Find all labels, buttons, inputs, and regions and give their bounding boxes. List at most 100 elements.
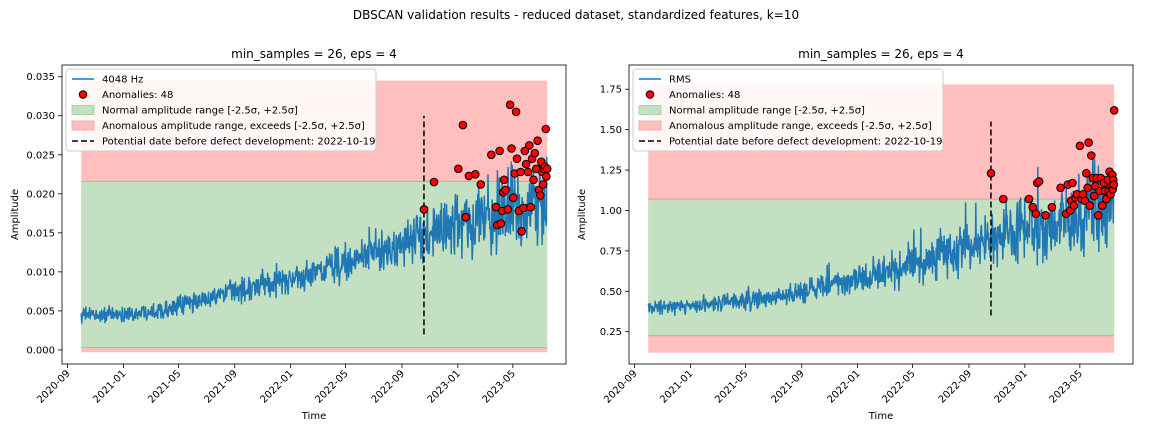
legend-entry-label: Potential date before defect development… (102, 137, 375, 148)
y-tick-label: 1.75 (600, 85, 622, 96)
anomaly-point (1024, 194, 1034, 204)
figure-suptitle: DBSCAN validation results - reduced data… (353, 8, 799, 22)
anomaly-point (530, 148, 540, 158)
anomaly-point (1047, 202, 1057, 212)
legend-marker-handle (78, 90, 88, 99)
anomaly-point (1041, 211, 1050, 220)
y-tick-label: 0.025 (26, 150, 55, 161)
anomaly-point (542, 164, 552, 174)
anomaly-point (458, 120, 468, 130)
legend-entry-label: Normal amplitude range [-2.5σ, +2.5σ] (669, 106, 865, 117)
legend-entry-label: 4048 Hz (102, 75, 143, 86)
anomaly-point (461, 212, 471, 222)
anomaly-point (1085, 201, 1095, 210)
anomaly-point (471, 170, 480, 179)
anomaly-point (533, 136, 542, 145)
y-tick-label: 0.035 (26, 72, 55, 83)
chart-title: min_samples = 26, eps = 4 (231, 47, 397, 61)
anomaly-point (542, 172, 551, 181)
anomaly-point (1082, 169, 1091, 178)
anomaly-point (429, 177, 439, 187)
left-chart-panel: min_samples = 26, eps = 4 0.000 0.005 0.010… (10, 47, 567, 422)
y-tick-label: 0.000 (26, 345, 55, 356)
legend-anomalous-patch (71, 120, 95, 131)
legend-box (632, 68, 944, 152)
anomaly-point (526, 202, 536, 212)
legend-entry-label: Anomalies: 48 (102, 90, 173, 101)
axes-frame (628, 64, 1134, 365)
y-tick-label: 0.25 (600, 327, 622, 338)
x-axis-label: Time (301, 411, 326, 422)
anomaly-point (496, 219, 506, 228)
anomaly-point (499, 175, 509, 185)
anomaly-point (1083, 183, 1092, 193)
legend: 4048 Hz Anomalies: 48 Normal amplitude ran… (65, 68, 377, 152)
signal-line (647, 158, 1115, 317)
y-tick-label: 0.75 (600, 246, 622, 257)
anomaly-point (536, 191, 545, 200)
anomaly-point (1031, 209, 1041, 218)
normal-range-band (648, 199, 1115, 336)
legend-entry-label: Anomalous amplitude range, exceeds [-2.5… (102, 121, 365, 132)
anomaly-point (495, 146, 504, 156)
anomaly-point (501, 185, 510, 195)
anomaly-point (491, 202, 501, 212)
anomaly-point (487, 150, 496, 160)
anomaly-point (1087, 151, 1096, 160)
axes-frame (61, 64, 567, 365)
anomaly-point (507, 144, 516, 153)
legend-normal-patch (71, 105, 95, 115)
y-tick-label: 0.50 (600, 287, 622, 298)
anomaly-point (1068, 178, 1077, 188)
x-axis-label: Time (868, 411, 893, 422)
chart-title: min_samples = 26, eps = 4 (798, 47, 964, 61)
anomaly-point (538, 180, 548, 189)
anomaly-point (986, 169, 996, 178)
anomaly-point (1093, 211, 1103, 220)
y-tick-label: 0.030 (26, 111, 55, 122)
legend-entry-label: Anomalous amplitude range, exceeds [-2.5… (669, 121, 932, 132)
y-tick-label: 1.00 (600, 206, 622, 217)
anomaly-point (529, 175, 538, 185)
y-axis-label: Amplitude (10, 189, 21, 240)
y-tick-label: 0.010 (26, 267, 55, 278)
anomaly-point (1075, 141, 1085, 151)
legend-box (65, 68, 377, 152)
legend-entry-label: Anomalies: 48 (669, 90, 740, 101)
anomaly-point (476, 180, 486, 189)
anomaly-point (519, 203, 528, 213)
anomaly-point (512, 154, 522, 163)
legend-entry-label: Potential date before defect development… (669, 137, 942, 148)
anomaly-point (509, 193, 518, 202)
anomaly-point (517, 227, 526, 236)
anomaly-point (1109, 180, 1119, 189)
anomaly-point (1084, 138, 1093, 147)
legend-entry-label: Normal amplitude range [-2.5σ, +2.5σ] (102, 106, 298, 117)
anomaly-point (511, 107, 521, 117)
legend-marker-handle (645, 90, 655, 99)
anomaly-point (1089, 191, 1099, 201)
anomaly-point (454, 164, 463, 174)
anomaly-point (525, 141, 534, 150)
legend-anomalous-patch (638, 120, 662, 131)
anomaly-point (1109, 106, 1119, 115)
anomaly-point (1034, 177, 1044, 186)
y-tick-label: 1.25 (600, 166, 622, 177)
anomaly-point (521, 159, 531, 169)
y-tick-label: 0.015 (26, 228, 55, 239)
legend-normal-patch (638, 105, 662, 115)
legend-entry-label: RMS (669, 75, 691, 86)
anomaly-point (1069, 201, 1079, 210)
legend: RMS Anomalies: 48 Normal amplitude range [… (632, 68, 944, 152)
anomaly-point (1056, 183, 1065, 193)
y-axis-label: Amplitude (577, 189, 588, 240)
anomaly-point (520, 146, 530, 156)
y-tick-label: 0.005 (26, 306, 55, 317)
anomaly-point (516, 167, 525, 177)
anomaly-point (505, 100, 515, 110)
anomaly-point (1098, 201, 1107, 210)
y-tick-label: 0.020 (26, 189, 55, 200)
y-tick-label: 1.50 (600, 125, 622, 136)
anomaly-point (523, 167, 533, 177)
